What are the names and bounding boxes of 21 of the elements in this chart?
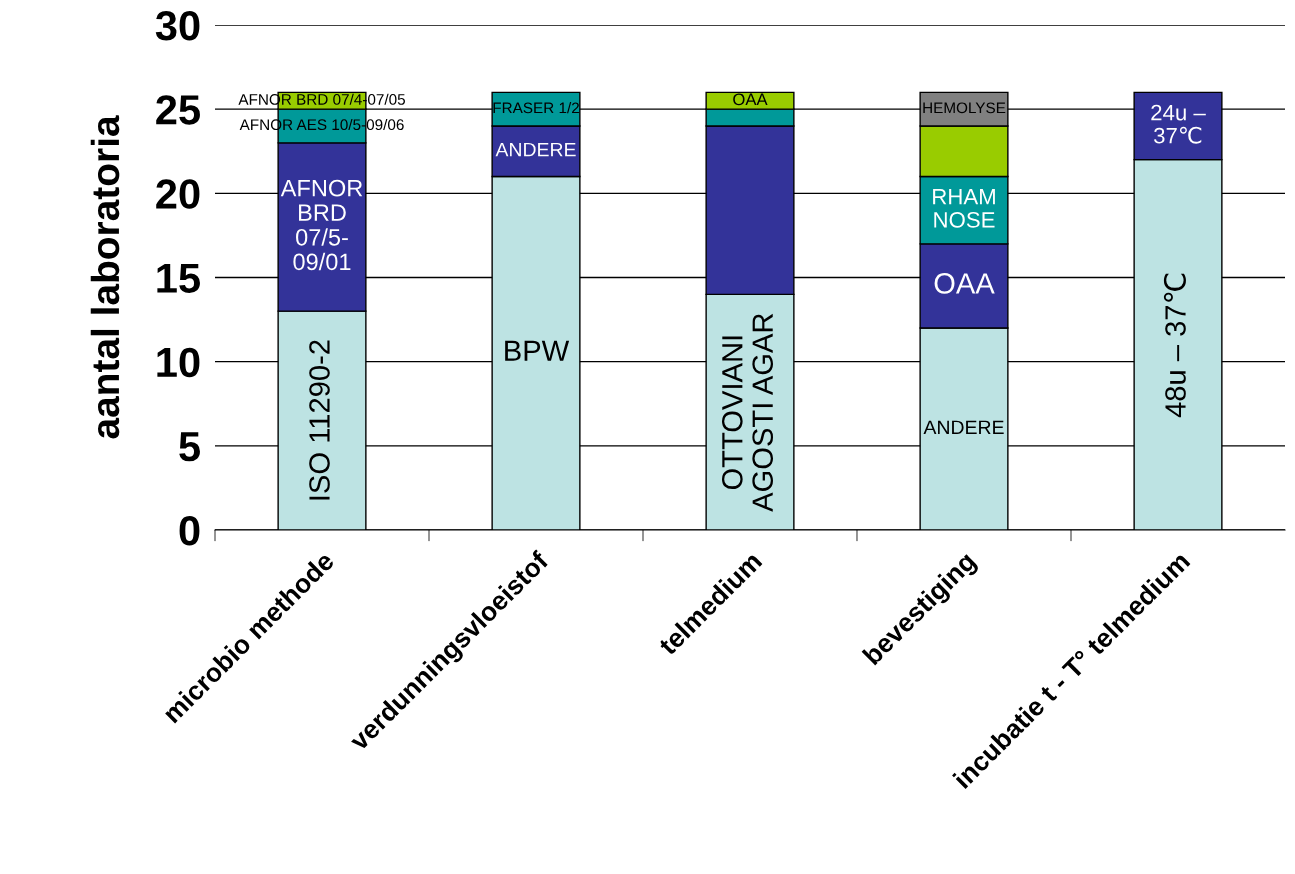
y-tick-label: 15 (157, 263, 200, 294)
series-label: BPW (505, 340, 570, 361)
series-label: OTTOVIANI AGOSTI AGAR (722, 313, 774, 512)
y-tick-label: 25 (156, 95, 200, 125)
series-label: OAA (934, 273, 995, 294)
series-label: RHAM NOSE (933, 189, 995, 228)
y-tick-label: 10 (157, 347, 200, 378)
series-label: 24u – 37℃ (1151, 104, 1206, 144)
series-label: ANDERE (923, 420, 1004, 435)
y-tick-label: 30 (155, 11, 200, 41)
series-label: 48u – 37℃ (1163, 273, 1186, 418)
series-label: AFNOR BRD 07/5- 09/01 (280, 179, 363, 271)
series-label: ANDERE (495, 142, 576, 157)
y-tick-label: 5 (179, 432, 200, 462)
series-label: ISO 11290-2 (309, 340, 330, 500)
y-tick-label: 0 (179, 516, 200, 546)
series-label: HEMOLYSE (923, 102, 1006, 114)
y-tick-label: 20 (156, 179, 200, 209)
series-label: FRASER 1/2 (493, 102, 579, 114)
y-axis-title: aantal laboratoria (90, 115, 120, 439)
series-label: OAA (733, 93, 768, 106)
